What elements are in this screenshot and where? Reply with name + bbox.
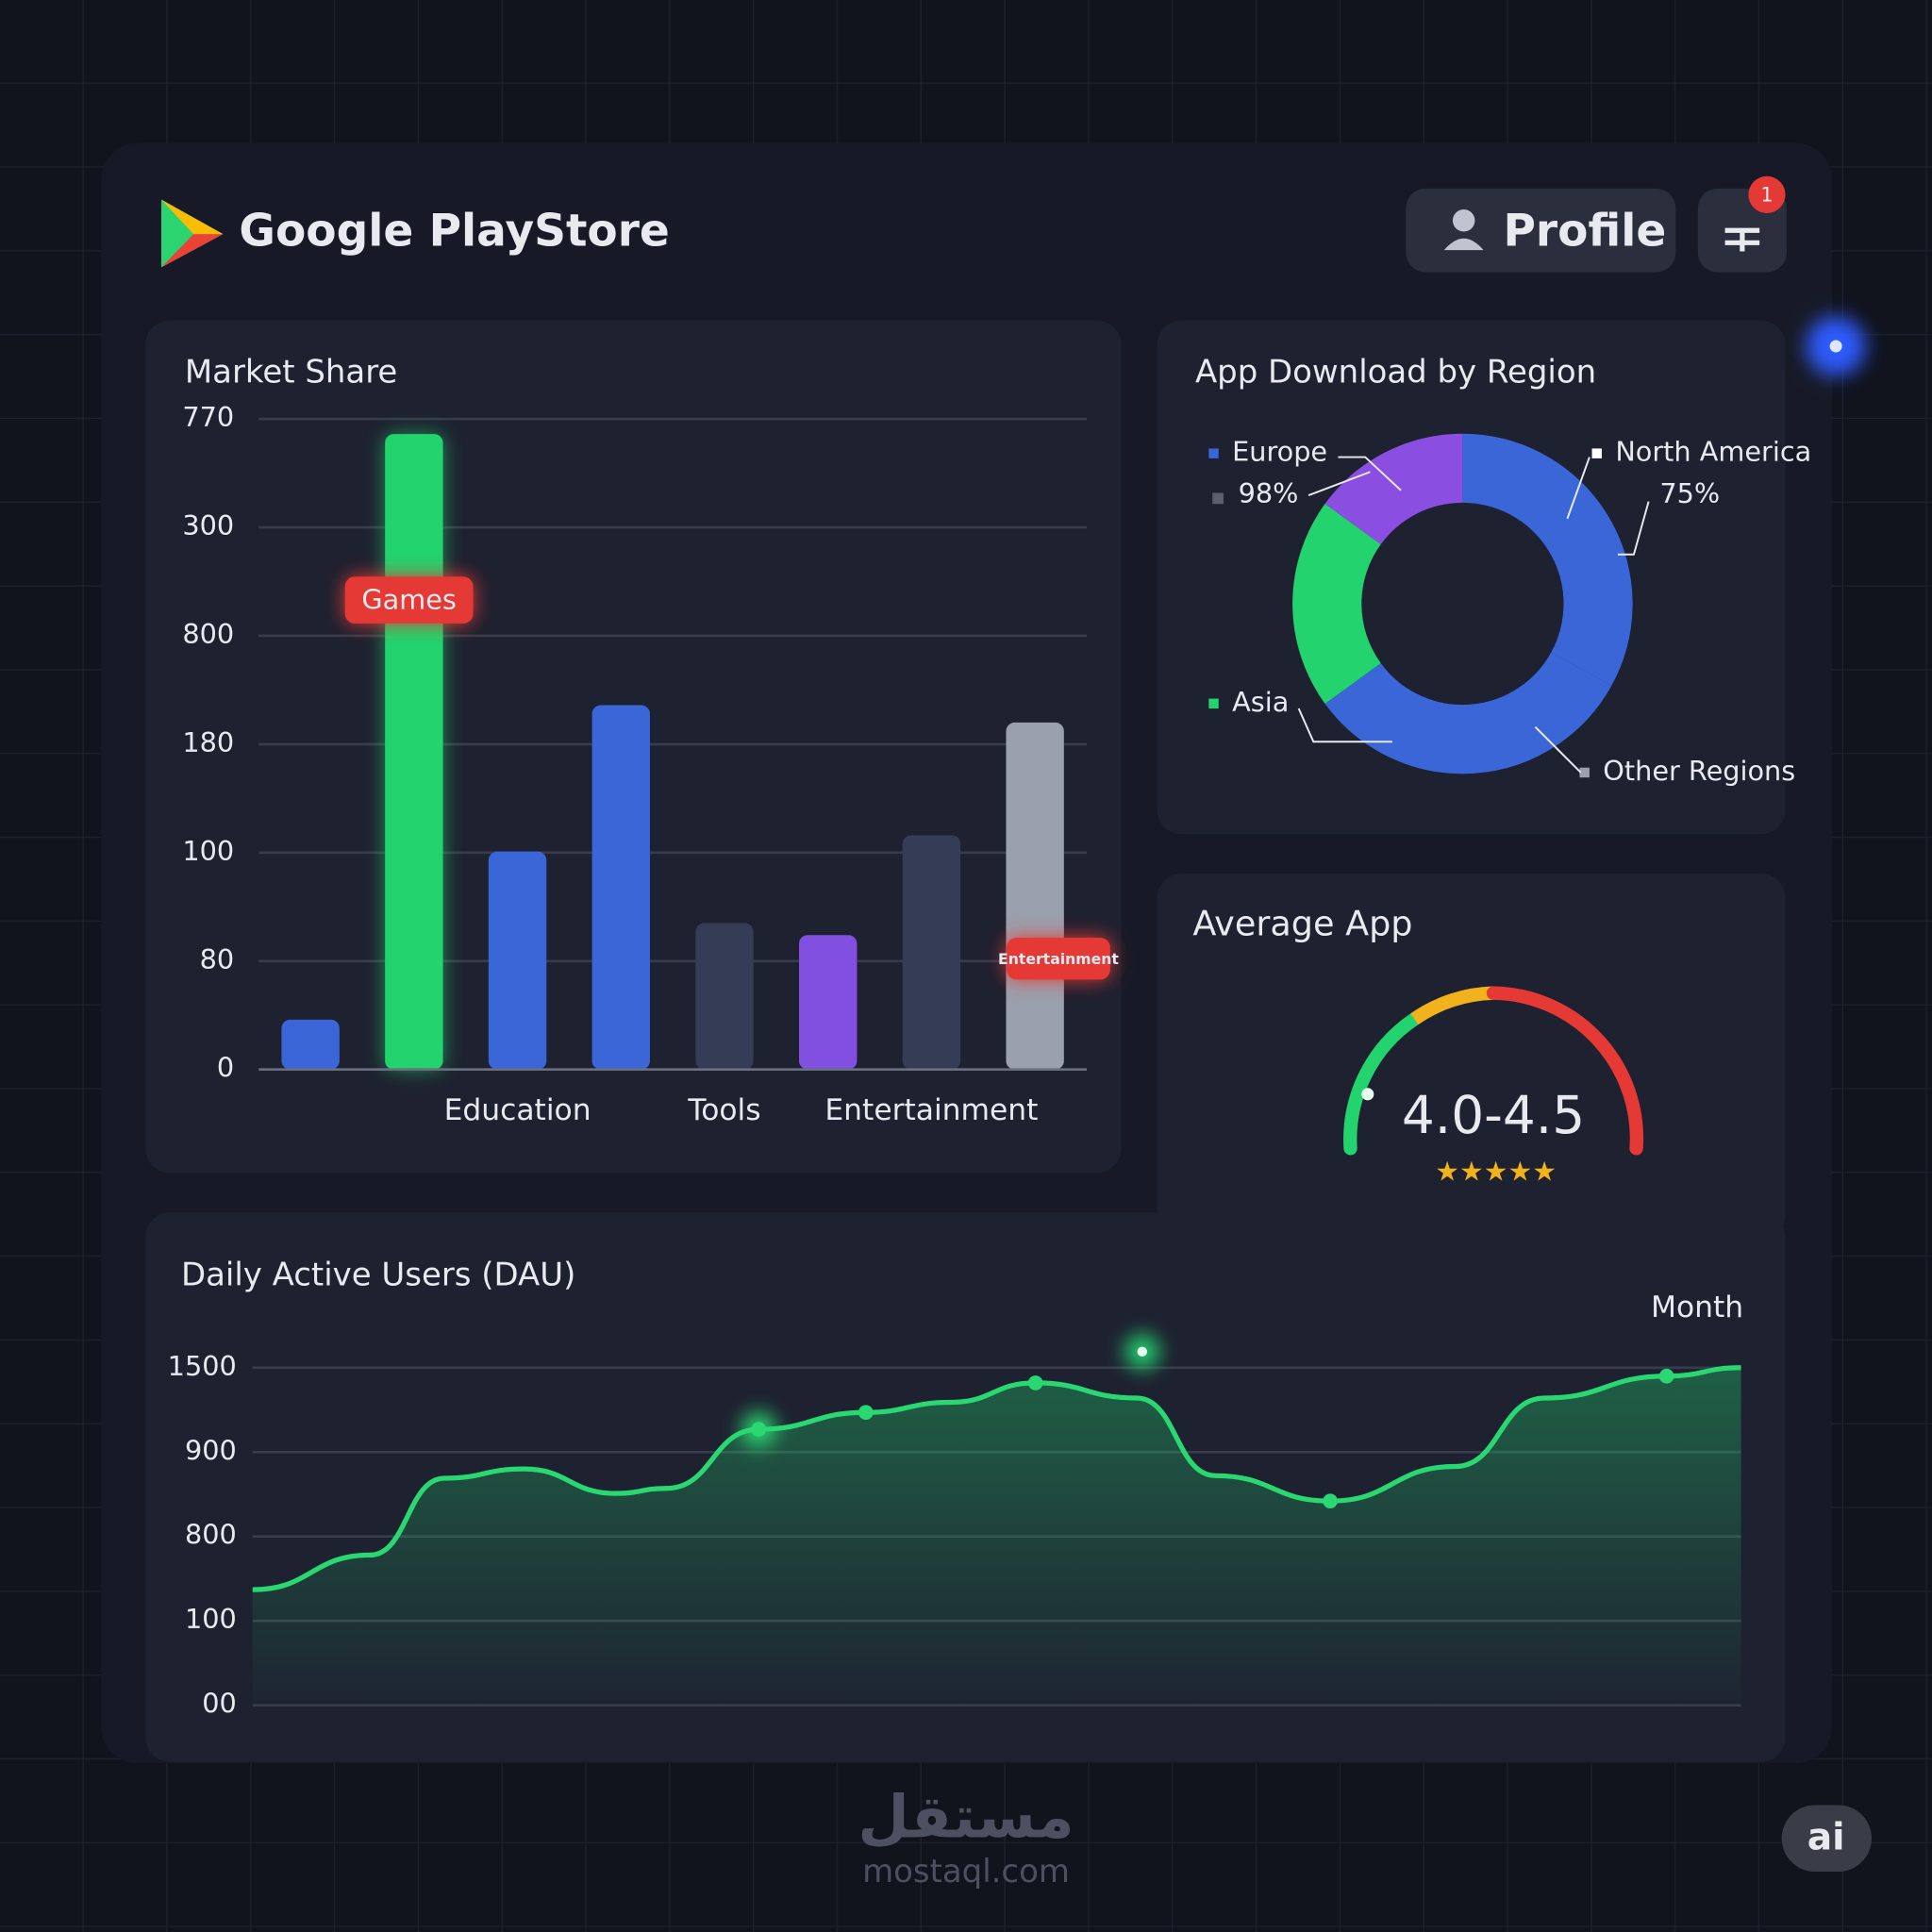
ai-badge	[1781, 1805, 1872, 1872]
region-card	[1157, 320, 1786, 835]
x-tick-label: Education	[444, 1093, 591, 1127]
legend-swatch	[1212, 492, 1224, 505]
glow-dot	[1137, 1346, 1147, 1357]
leader-line	[1566, 457, 1591, 520]
x-tick-label: Entertainment	[824, 1093, 1038, 1127]
annotation-box	[344, 576, 474, 624]
settings-icon	[1724, 227, 1760, 252]
logo-part	[161, 199, 224, 235]
logo-part	[161, 234, 224, 268]
point	[1658, 1368, 1674, 1384]
gauge-indicator	[1361, 1088, 1374, 1101]
watermark-site: mostaql.com	[862, 1853, 1070, 1890]
y-tick-label: 900	[185, 1434, 237, 1466]
chart-title: Average App	[1192, 903, 1412, 943]
legend-label: Other Regions	[1603, 755, 1795, 787]
legend-swatch	[1579, 767, 1590, 778]
annotation: 75%	[1659, 477, 1720, 509]
annotation-box	[1007, 937, 1110, 980]
donut-segment	[1292, 504, 1382, 704]
rating-card	[1157, 874, 1786, 1241]
annotation: Entertainment	[998, 950, 1119, 968]
legend-label: Asia	[1232, 686, 1289, 718]
gauge-arc	[1343, 1011, 1422, 1156]
profile-button[interactable]	[1406, 188, 1676, 273]
y-tick-label: 100	[185, 1603, 237, 1635]
gauge-arc	[1410, 986, 1494, 1025]
line-area	[252, 1367, 1741, 1706]
x-tick-label: Tools	[687, 1093, 760, 1127]
point	[858, 1405, 874, 1421]
watermark: مستقل	[858, 1783, 1074, 1852]
legend-label: Europe	[1232, 436, 1327, 468]
y-tick-label: 00	[202, 1688, 237, 1720]
leader-line	[1338, 456, 1402, 491]
donut-segment	[1324, 433, 1464, 545]
y-tick-label: 800	[185, 1519, 237, 1551]
donut-segment	[1461, 433, 1633, 686]
leader-line	[1534, 725, 1582, 774]
annotation: 98%	[1239, 477, 1299, 509]
y-tick-label: 180	[182, 726, 234, 758]
point	[751, 1422, 767, 1437]
x-axis-label: Month	[1651, 1291, 1743, 1324]
y-tick-label: 80	[200, 943, 235, 975]
legend-swatch	[1591, 448, 1602, 458]
bar	[488, 851, 547, 1070]
profile-icon	[1452, 209, 1475, 232]
legend-swatch	[1208, 448, 1219, 458]
point	[1027, 1375, 1043, 1391]
bar	[1006, 722, 1064, 1070]
chart-title: Daily Active Users (DAU)	[181, 1257, 575, 1294]
profile-label: Profile	[1503, 206, 1666, 258]
leader-line	[1297, 708, 1392, 743]
annotation: Games	[361, 583, 456, 615]
y-tick-label: 100	[182, 835, 234, 867]
notification-badge	[1748, 175, 1786, 213]
y-tick-label: 0	[217, 1052, 234, 1084]
chart-title: App Download by Region	[1195, 353, 1596, 391]
bar	[591, 705, 650, 1070]
y-tick-label: 300	[182, 509, 234, 541]
leader-line	[1307, 471, 1371, 496]
legend-label: North America	[1615, 436, 1811, 468]
y-tick-label: 770	[182, 401, 234, 433]
chart-title: Market Share	[185, 353, 397, 391]
bar	[385, 434, 443, 1070]
rating-stars: ★★★★★	[1435, 1155, 1557, 1187]
profile-icon	[1443, 238, 1484, 251]
glow-dot	[1829, 340, 1842, 353]
y-tick-label: 1500	[168, 1350, 237, 1382]
bar	[799, 935, 858, 1070]
logo-part	[161, 199, 194, 268]
donut-segment	[1324, 651, 1612, 774]
leader-line	[1617, 501, 1650, 556]
badge-count: 1	[1760, 184, 1773, 207]
bar	[902, 835, 961, 1070]
bar	[695, 923, 754, 1070]
gauge-arc	[1486, 986, 1644, 1156]
legend-swatch	[1208, 698, 1219, 709]
point	[1323, 1493, 1338, 1508]
gauge-value: 4.0-4.5	[1402, 1085, 1585, 1145]
app-title: Google PlayStore	[239, 206, 669, 258]
bar	[281, 1019, 340, 1070]
line	[252, 1365, 1741, 1592]
y-tick-label: 800	[182, 618, 234, 650]
ai-label: ai	[1807, 1817, 1845, 1859]
